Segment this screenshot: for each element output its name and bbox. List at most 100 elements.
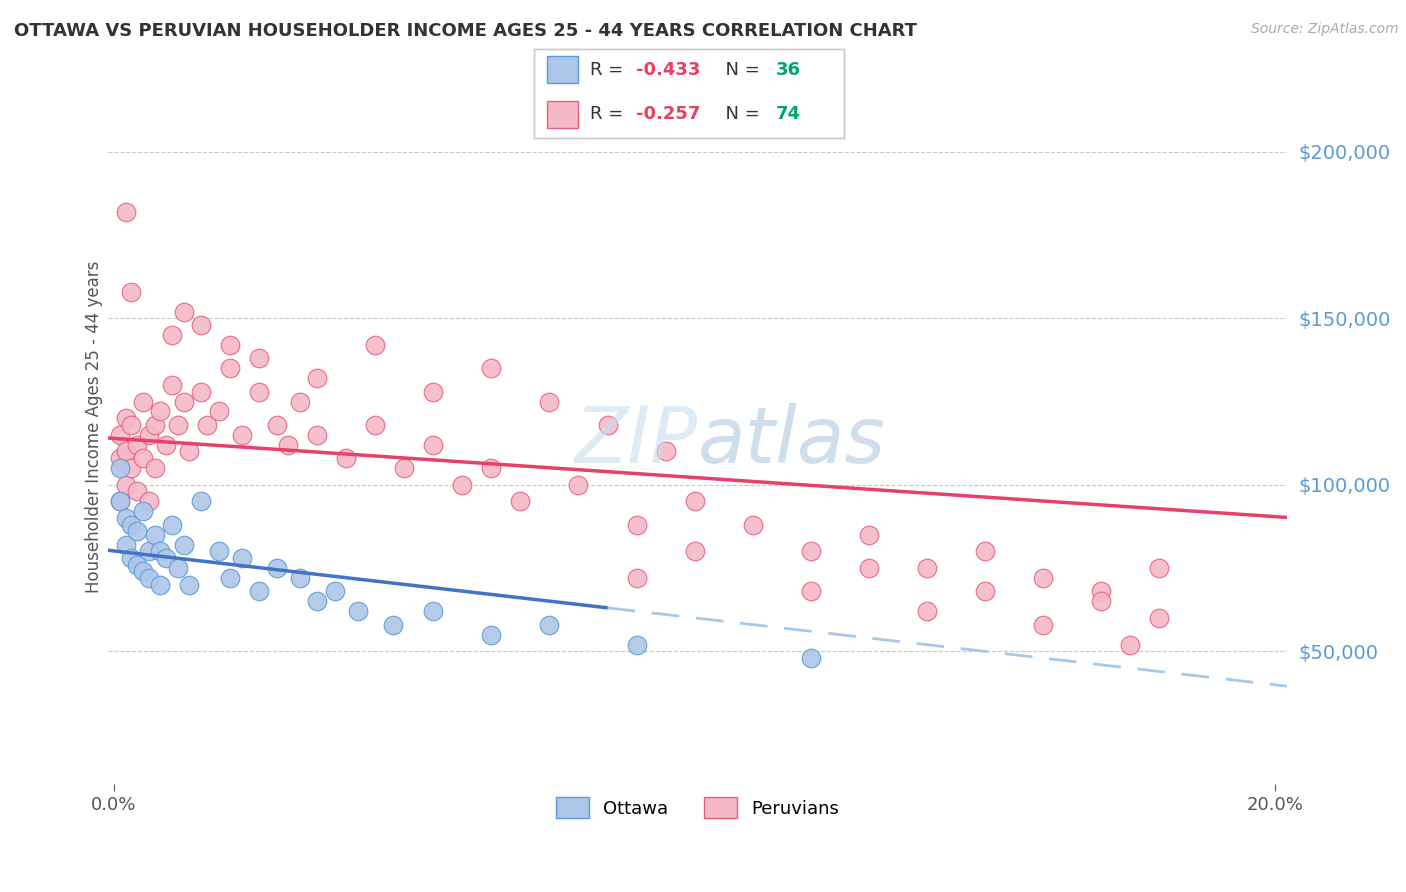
Point [149, 404, 172, 418]
Point [364, 338, 387, 352]
Point [138, 544, 160, 558]
Point [143, 461, 166, 475]
Text: OTTAWA VS PERUVIAN HOUSEHOLDER INCOME AGES 25 - 44 YEARS CORRELATION CHART: OTTAWA VS PERUVIAN HOUSEHOLDER INCOME AG… [14, 22, 917, 40]
Point [347, 604, 370, 618]
Point [915, 561, 938, 575]
Point [138, 571, 160, 585]
Point [307, 594, 329, 608]
Point [394, 461, 416, 475]
Point [120, 285, 142, 299]
Point [231, 551, 253, 566]
Point [219, 571, 242, 585]
Text: -0.257: -0.257 [637, 105, 700, 123]
Point [538, 617, 561, 632]
Point [509, 494, 531, 508]
Point [451, 477, 474, 491]
Point [149, 577, 172, 591]
FancyBboxPatch shape [547, 56, 578, 83]
Point [800, 584, 823, 599]
Point [1090, 594, 1112, 608]
Point [190, 384, 212, 399]
Point [132, 394, 155, 409]
Point [858, 527, 880, 541]
Text: N =: N = [714, 105, 765, 123]
Point [190, 318, 212, 332]
Point [596, 417, 619, 432]
Point [173, 538, 195, 552]
Text: N =: N = [714, 61, 765, 78]
Point [155, 438, 177, 452]
Point [127, 524, 149, 539]
Point [108, 427, 131, 442]
Point [127, 438, 149, 452]
Point [683, 544, 706, 558]
Point [266, 561, 288, 575]
Point [160, 327, 183, 342]
Text: -0.433: -0.433 [637, 61, 700, 78]
Point [247, 384, 270, 399]
Point [1032, 571, 1054, 585]
Point [149, 544, 172, 558]
Point [683, 494, 706, 508]
Point [277, 438, 299, 452]
Point [974, 584, 997, 599]
Point [173, 394, 195, 409]
Point [167, 561, 190, 575]
Point [422, 384, 444, 399]
Point [120, 417, 142, 432]
FancyBboxPatch shape [547, 101, 578, 128]
Point [288, 394, 311, 409]
Point [127, 484, 149, 499]
Point [108, 494, 131, 508]
Point [179, 577, 201, 591]
Point [1147, 561, 1170, 575]
Point [108, 494, 131, 508]
Point [479, 461, 502, 475]
Point [307, 371, 329, 385]
Point [195, 417, 218, 432]
Text: Source: ZipAtlas.com: Source: ZipAtlas.com [1251, 22, 1399, 37]
Point [132, 504, 155, 518]
Point [167, 417, 190, 432]
Point [335, 451, 357, 466]
Point [207, 404, 229, 418]
Point [364, 417, 387, 432]
Point [422, 604, 444, 618]
Text: atlas: atlas [697, 403, 886, 479]
Text: ZIP: ZIP [575, 403, 697, 479]
Point [422, 438, 444, 452]
Point [800, 544, 823, 558]
Point [138, 494, 160, 508]
Point [626, 571, 648, 585]
Point [1119, 638, 1142, 652]
Point [974, 544, 997, 558]
Point [1147, 611, 1170, 625]
Point [155, 551, 177, 566]
Point [567, 477, 589, 491]
Point [127, 558, 149, 572]
Point [190, 494, 212, 508]
Point [132, 564, 155, 578]
Point [800, 651, 823, 665]
Point [266, 417, 288, 432]
Point [247, 584, 270, 599]
Point [219, 361, 242, 376]
Point [915, 604, 938, 618]
Point [741, 517, 763, 532]
Point [1090, 584, 1112, 599]
Point [207, 544, 229, 558]
Point [120, 517, 142, 532]
Point [288, 571, 311, 585]
Text: 74: 74 [776, 105, 800, 123]
Point [132, 451, 155, 466]
Point [143, 527, 166, 541]
Point [626, 517, 648, 532]
Point [381, 617, 404, 632]
Point [858, 561, 880, 575]
Point [479, 361, 502, 376]
Point [114, 204, 136, 219]
Text: R =: R = [591, 61, 628, 78]
Point [626, 638, 648, 652]
Point [138, 427, 160, 442]
Point [160, 517, 183, 532]
